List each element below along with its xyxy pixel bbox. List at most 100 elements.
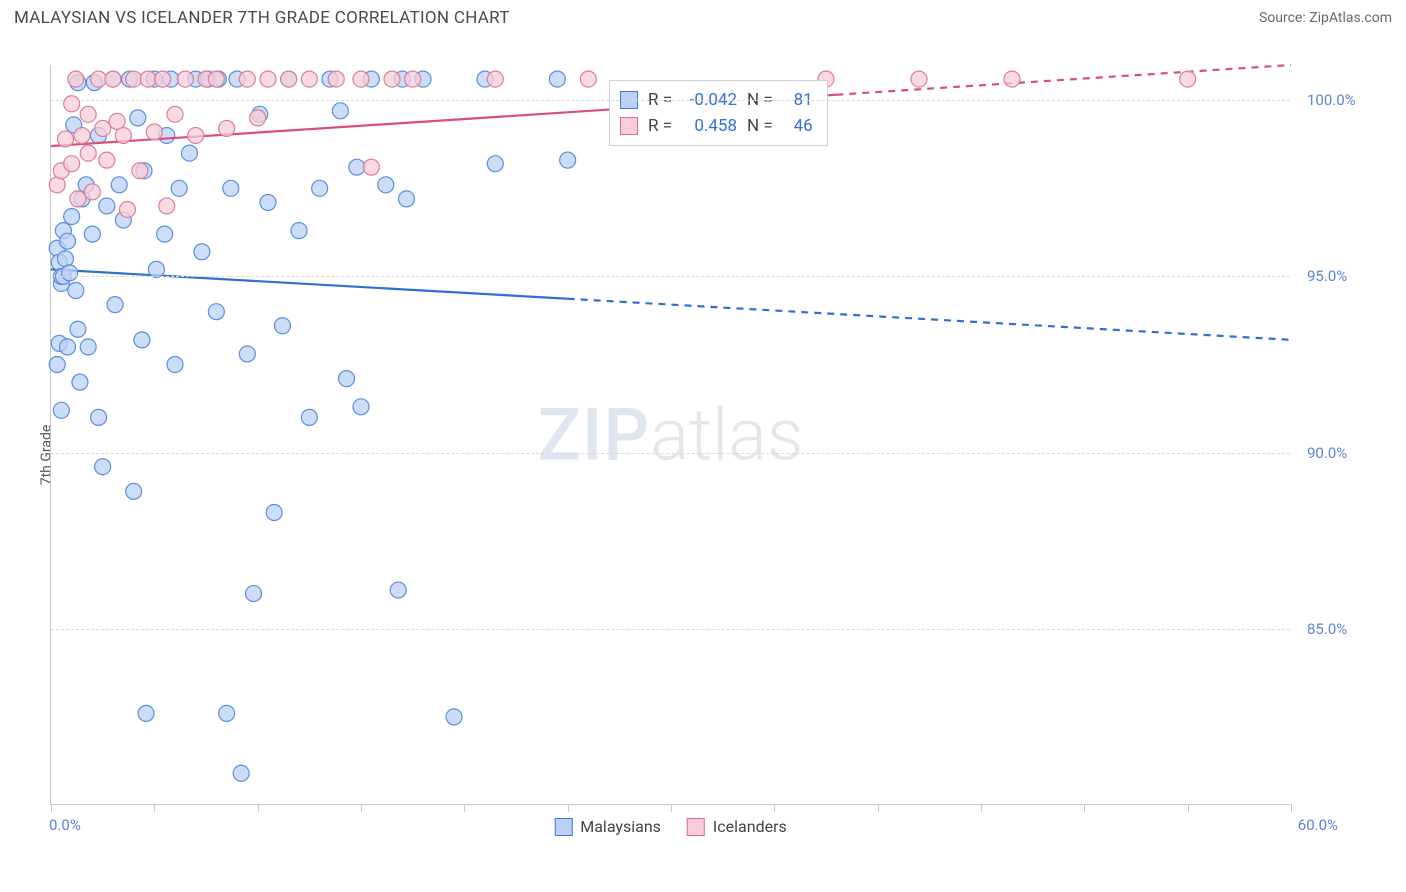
data-point <box>487 71 503 87</box>
data-point <box>132 163 148 179</box>
data-point <box>208 71 224 87</box>
legend-label: Icelanders <box>713 817 787 836</box>
data-point <box>95 459 111 475</box>
data-point <box>157 226 173 242</box>
x-tick <box>1084 804 1085 812</box>
gridline <box>51 629 1290 630</box>
data-point <box>246 586 262 602</box>
bottom-legend: Malaysians Icelanders <box>554 817 787 836</box>
data-point <box>74 127 90 143</box>
data-point <box>312 180 328 196</box>
data-point <box>99 152 115 168</box>
x-axis-start-label: 0.0% <box>49 816 81 834</box>
y-tick-label: 100.0% <box>1307 91 1356 109</box>
data-point <box>1004 71 1020 87</box>
y-tick-label: 95.0% <box>1307 267 1347 285</box>
data-point <box>332 103 348 119</box>
data-point <box>194 244 210 260</box>
data-point <box>188 127 204 143</box>
data-point <box>549 71 565 87</box>
stats-row: R =0.458N =46 <box>620 113 813 139</box>
gridline <box>51 100 1290 101</box>
data-point <box>233 765 249 781</box>
data-point <box>328 71 344 87</box>
legend-swatch <box>687 818 705 836</box>
y-tick-label: 85.0% <box>1307 620 1347 638</box>
data-point <box>138 705 154 721</box>
legend-item: Icelanders <box>687 817 787 836</box>
x-tick <box>1188 804 1189 812</box>
gridline <box>51 453 1290 454</box>
data-point <box>53 402 69 418</box>
legend-swatch <box>554 818 572 836</box>
data-point <box>223 180 239 196</box>
data-point <box>560 152 576 168</box>
data-point <box>301 71 317 87</box>
data-point <box>378 177 394 193</box>
data-point <box>301 409 317 425</box>
x-tick <box>361 804 362 812</box>
source-credit: Source: ZipAtlas.com <box>1259 10 1392 26</box>
data-point <box>260 71 276 87</box>
data-point <box>146 124 162 140</box>
data-point <box>390 582 406 598</box>
data-point <box>219 120 235 136</box>
trend-line-solid <box>51 269 568 298</box>
data-point <box>68 71 84 87</box>
data-point <box>177 71 193 87</box>
stats-legend-box: R =-0.042N =81R =0.458N =46 <box>609 80 828 147</box>
data-point <box>339 371 355 387</box>
data-point <box>64 156 80 172</box>
data-point <box>219 705 235 721</box>
data-point <box>208 304 224 320</box>
data-point <box>126 71 142 87</box>
data-point <box>115 127 131 143</box>
data-point <box>130 110 146 126</box>
data-point <box>107 297 123 313</box>
x-tick <box>671 804 672 812</box>
x-tick <box>981 804 982 812</box>
x-tick <box>1291 804 1292 812</box>
data-point <box>49 357 65 373</box>
x-axis-end-label: 60.0% <box>1298 816 1338 834</box>
data-point <box>155 71 171 87</box>
data-point <box>91 409 107 425</box>
data-point <box>99 198 115 214</box>
y-tick-label: 90.0% <box>1307 444 1347 462</box>
x-tick <box>464 804 465 812</box>
data-point <box>91 71 107 87</box>
data-point <box>64 96 80 112</box>
chart-title: MALAYSIAN VS ICELANDER 7TH GRADE CORRELA… <box>14 8 510 28</box>
stat-n-label: N = <box>747 113 773 139</box>
data-point <box>167 357 183 373</box>
data-point <box>291 223 307 239</box>
data-point <box>49 177 65 193</box>
data-point <box>70 191 86 207</box>
data-point <box>57 131 73 147</box>
chart-container: 7th Grade ZIPatlas R =-0.042N =81R =0.45… <box>50 50 1390 860</box>
data-point <box>349 159 365 175</box>
data-point <box>148 261 164 277</box>
x-tick <box>878 804 879 812</box>
data-point <box>68 283 84 299</box>
data-point <box>353 71 369 87</box>
stat-r-label: R = <box>648 113 672 139</box>
data-point <box>140 71 156 87</box>
plot-svg <box>51 65 1290 804</box>
data-point <box>111 177 127 193</box>
data-point <box>580 71 596 87</box>
data-point <box>62 265 78 281</box>
data-point <box>260 194 276 210</box>
data-point <box>60 339 76 355</box>
data-point <box>405 71 421 87</box>
legend-swatch <box>620 117 638 135</box>
data-point <box>266 505 282 521</box>
data-point <box>134 332 150 348</box>
legend-item: Malaysians <box>554 817 661 836</box>
data-point <box>281 71 297 87</box>
data-point <box>239 71 255 87</box>
data-point <box>159 198 175 214</box>
data-point <box>384 71 400 87</box>
stat-r-value: 0.458 <box>682 113 737 139</box>
trend-line-dashed <box>568 299 1291 340</box>
